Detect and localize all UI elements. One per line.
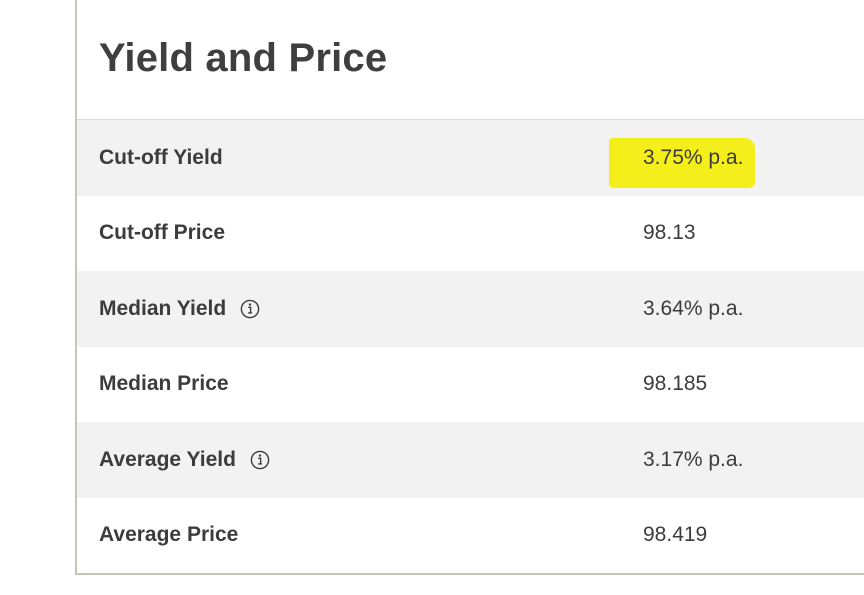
row-value: 3.64% p.a.	[643, 296, 744, 320]
table-row-median-price: Median Price 98.185	[77, 346, 864, 422]
row-value: 98.185	[643, 372, 708, 396]
table-row-cutoff-price: Cut-off Price 98.13	[77, 195, 864, 271]
row-label: Cut-off Yield	[99, 146, 223, 170]
row-value: 3.17% p.a.	[643, 447, 744, 471]
highlight-marker	[609, 138, 755, 188]
row-value: 98.419	[643, 523, 708, 547]
row-label-text: Average Price	[99, 523, 239, 547]
row-value: 98.13	[643, 221, 696, 245]
row-label-text: Median Price	[99, 372, 229, 396]
row-label: Average Price	[99, 523, 238, 547]
row-label-text: Average Yield	[99, 447, 236, 471]
yield-price-table: Cut-off Yield 3.75% p.a. Cut-off Price 9…	[77, 119, 864, 573]
row-label-text: Cut-off Price	[99, 221, 225, 245]
section-title: Yield and Price	[99, 36, 388, 80]
row-label: Average Yield	[99, 448, 270, 472]
row-label: Median Yield	[99, 297, 260, 321]
row-label: Median Price	[99, 372, 229, 396]
row-label-text: Median Yield	[99, 296, 227, 320]
row-label: Cut-off Price	[99, 221, 225, 245]
row-value: 3.75% p.a.	[643, 145, 744, 169]
table-row-average-yield: Average Yield 3.17% p.a.	[77, 422, 864, 498]
info-icon[interactable]	[240, 299, 260, 319]
table-row-cutoff-yield: Cut-off Yield 3.75% p.a.	[77, 120, 864, 196]
row-label-text: Cut-off Yield	[99, 145, 223, 169]
table-row-average-price: Average Price 98.419	[77, 497, 864, 573]
yield-and-price-card: Yield and Price Cut-off Yield 3.75% p.a.…	[75, 0, 864, 575]
table-row-median-yield: Median Yield 3.64% p.a.	[77, 271, 864, 347]
info-icon[interactable]	[250, 450, 270, 470]
